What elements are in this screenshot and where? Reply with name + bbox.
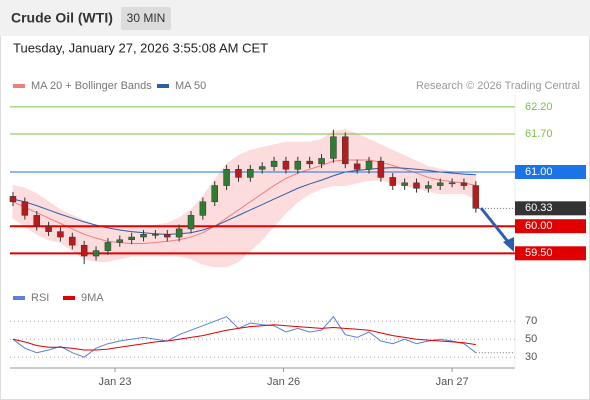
x-tick-label: Jan 27 <box>436 376 469 388</box>
candle-body <box>104 242 112 251</box>
candle-body <box>377 160 385 178</box>
candle-body <box>92 250 100 257</box>
interval: 30 MIN <box>127 11 166 25</box>
candle-body <box>472 185 480 209</box>
level-label: 61.00 <box>525 166 553 178</box>
y-tick-label: 50 <box>525 333 537 345</box>
level-label: 59.50 <box>525 247 553 259</box>
forecast-arrow <box>479 207 511 244</box>
level-label: 61.70 <box>525 128 553 140</box>
candle-body <box>342 136 349 165</box>
level-box <box>515 246 586 261</box>
level-box <box>515 164 586 179</box>
ma-line <box>12 167 476 235</box>
rsi-line <box>12 315 477 358</box>
candle-body <box>436 182 444 186</box>
candle-body <box>401 182 408 186</box>
candle-body <box>365 160 373 170</box>
candle-body <box>258 166 266 170</box>
candle-body <box>57 231 64 238</box>
legend-label: 9MA <box>81 292 104 304</box>
candle-body <box>33 215 40 227</box>
candle-body <box>247 169 254 178</box>
candle-body <box>21 201 29 216</box>
date: Tuesday, January 27, 2026 3:55:08 AM CET <box>13 40 268 55</box>
candle-body <box>69 236 76 246</box>
y-tick-label: 70 <box>525 315 537 327</box>
candle-body <box>318 158 325 165</box>
candle-body <box>413 182 420 189</box>
rsi-line <box>12 324 476 351</box>
candle-body <box>164 234 171 238</box>
x-tick-label: Jan 23 <box>99 376 132 388</box>
level-box <box>515 201 586 216</box>
title: Crude Oil (WTI) <box>11 10 113 26</box>
candle-body <box>294 160 302 170</box>
candle-body <box>425 185 432 189</box>
candle-body <box>187 215 195 230</box>
candle-body <box>211 185 218 203</box>
legend-swatch <box>13 296 25 300</box>
candle-body <box>175 228 183 238</box>
candle-body <box>223 169 230 186</box>
candle-body <box>116 239 124 243</box>
legend-swatch <box>63 296 75 300</box>
arrow-head <box>503 237 514 252</box>
legend-label: RSI <box>31 292 49 304</box>
x-tick-label: Jan 26 <box>267 376 300 388</box>
credit: Research © 2026 Trading Central <box>416 80 580 92</box>
level-label: 60.00 <box>525 220 553 232</box>
legend-label: MA 20 + Bollinger Bands <box>31 80 152 92</box>
candle-body <box>9 196 17 203</box>
level-label: 60.33 <box>525 202 553 214</box>
level-label: 62.20 <box>525 101 553 113</box>
legend-swatch <box>157 84 169 88</box>
candle-body <box>330 136 337 159</box>
candle-body <box>306 160 313 165</box>
y-tick-label: 30 <box>525 351 537 363</box>
candle-body <box>128 236 135 241</box>
candle-body <box>389 177 397 186</box>
candle-body <box>270 160 278 167</box>
legend-label: MA 50 <box>175 80 206 92</box>
candle-body <box>199 201 207 216</box>
interval-badge <box>121 7 171 30</box>
candle-body <box>460 182 468 186</box>
candle-body <box>45 225 52 232</box>
candle-body <box>140 234 147 238</box>
candle-body <box>353 163 361 170</box>
header-bar <box>0 0 590 36</box>
candle-body <box>448 182 456 185</box>
candle-body <box>152 234 159 236</box>
ma-line <box>12 159 476 245</box>
candle-body <box>235 169 242 178</box>
level-box <box>515 219 586 234</box>
candle-body <box>80 244 88 257</box>
legend-swatch <box>13 84 25 88</box>
candle-body <box>282 160 290 170</box>
